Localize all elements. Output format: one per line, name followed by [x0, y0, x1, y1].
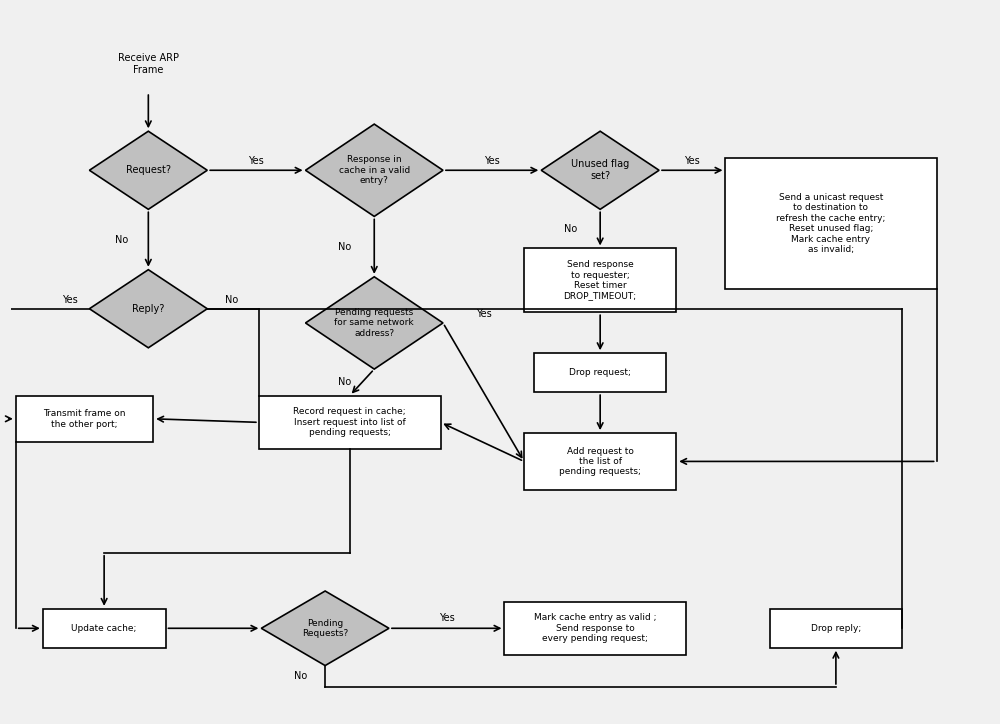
Text: Yes: Yes [62, 295, 78, 305]
Text: Update cache;: Update cache; [71, 624, 137, 633]
Polygon shape [305, 277, 443, 369]
Text: No: No [115, 235, 128, 245]
Text: Mark cache entry as valid ;
Send response to
every pending request;: Mark cache entry as valid ; Send respons… [534, 613, 656, 643]
Text: No: No [338, 377, 351, 387]
Text: Unused flag
set?: Unused flag set? [571, 159, 629, 181]
FancyBboxPatch shape [43, 609, 166, 648]
Text: Pending requests
for same network
address?: Pending requests for same network addres… [334, 308, 414, 338]
Polygon shape [89, 131, 207, 209]
Text: Transmit frame on
the other port;: Transmit frame on the other port; [43, 409, 126, 429]
Polygon shape [541, 131, 659, 209]
Text: No: No [564, 224, 577, 234]
Text: Drop reply;: Drop reply; [811, 624, 861, 633]
Text: Add request to
the list of
pending requests;: Add request to the list of pending reque… [559, 447, 641, 476]
FancyBboxPatch shape [504, 602, 686, 655]
Text: No: No [338, 242, 351, 252]
Text: Send response
to requester;
Reset timer
DROP_TIMEOUT;: Send response to requester; Reset timer … [564, 260, 637, 300]
Text: Receive ARP
Frame: Receive ARP Frame [118, 53, 179, 75]
FancyBboxPatch shape [524, 248, 676, 312]
Text: Yes: Yes [484, 156, 500, 166]
FancyBboxPatch shape [524, 433, 676, 490]
Text: Request?: Request? [126, 165, 171, 175]
Text: No: No [225, 295, 238, 305]
FancyBboxPatch shape [534, 353, 666, 392]
Text: Yes: Yes [439, 613, 455, 623]
FancyBboxPatch shape [259, 396, 441, 449]
Text: Reply?: Reply? [132, 304, 165, 313]
Polygon shape [89, 269, 207, 348]
Text: Yes: Yes [476, 308, 491, 319]
Text: Send a unicast request
to destination to
refresh the cache entry;
Reset unused f: Send a unicast request to destination to… [776, 193, 886, 254]
Text: Pending
Requests?: Pending Requests? [302, 618, 348, 638]
Polygon shape [261, 591, 389, 665]
FancyBboxPatch shape [725, 158, 937, 289]
Text: Response in
cache in a valid
entry?: Response in cache in a valid entry? [339, 156, 410, 185]
Text: Record request in cache;
Insert request into list of
pending requests;: Record request in cache; Insert request … [293, 408, 406, 437]
Polygon shape [305, 124, 443, 216]
Text: Yes: Yes [684, 156, 700, 166]
Text: Drop request;: Drop request; [569, 368, 631, 377]
Text: Yes: Yes [249, 156, 264, 166]
FancyBboxPatch shape [16, 396, 153, 442]
Text: No: No [294, 671, 307, 681]
FancyBboxPatch shape [770, 609, 902, 648]
